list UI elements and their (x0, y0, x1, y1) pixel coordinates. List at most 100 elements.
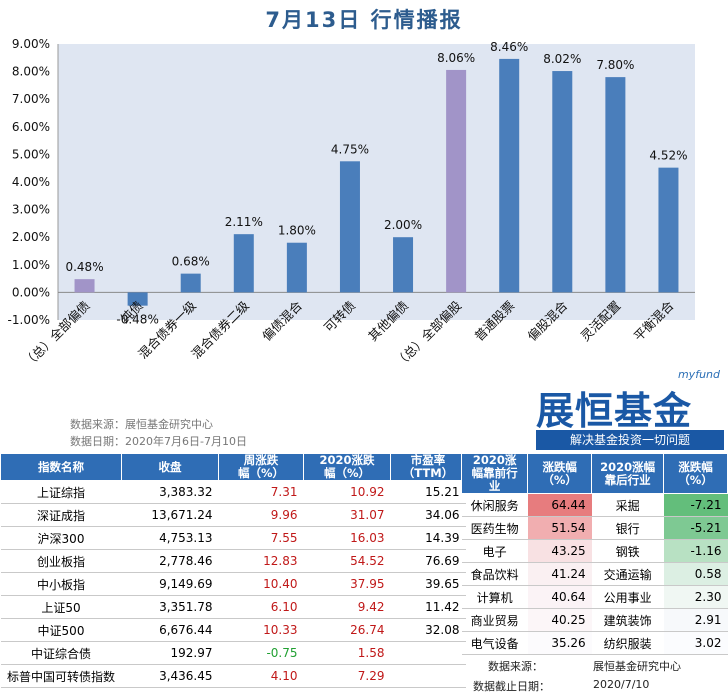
index-name: 上证综指 (0, 480, 122, 504)
table-row: 标普中国可转债指数 3,436.45 4.10 7.29 (0, 664, 466, 688)
index-table: 指数名称 收盘 周涨跌 幅（%） 2020涨跌 幅（%） 市盈率 （TTM） 上… (0, 453, 466, 688)
top-industry-change: 43.25 (527, 539, 592, 563)
bottom-industry-name: 建筑装饰 (591, 608, 664, 632)
data-label: 8.06% (437, 51, 475, 65)
pe-value: 39.65 (390, 572, 466, 596)
data-label: 8.02% (543, 52, 581, 66)
week-change: 4.10 (218, 664, 304, 688)
footer-date-value: 2020/7/10 (593, 678, 650, 691)
y-tick-label: 7.00% (12, 92, 50, 106)
table-row: 休闲服务 64.44 采掘 -7.21 (461, 493, 728, 517)
col-header-bottom-industry: 2020涨幅 靠后行业 (591, 453, 665, 494)
bar (286, 242, 307, 293)
top-industry-change: 41.24 (527, 562, 592, 586)
table-row: 中证500 6,676.44 10.33 26.74 32.08 (0, 618, 466, 642)
bottom-industry-change: -5.21 (663, 516, 728, 540)
ytd-change: 1.58 (303, 641, 391, 665)
close-value: 3,351.78 (121, 595, 219, 619)
brand-logo: myfund 展恒基金 解决基金投资一切问题 (532, 368, 728, 454)
bar (393, 237, 414, 293)
top-industry-name: 计算机 (461, 585, 528, 609)
bar (180, 273, 201, 293)
top-industry-change: 35.26 (527, 631, 592, 655)
top-industry-name: 电子 (461, 539, 528, 563)
data-label: 2.11% (225, 215, 263, 229)
top-industry-change: 64.44 (527, 493, 592, 517)
top-industry-change: 51.54 (527, 516, 592, 540)
bottom-industry-change: 3.02 (663, 631, 728, 655)
bar (552, 71, 573, 293)
data-label: -0.48% (116, 313, 158, 327)
data-label: 0.68% (172, 255, 210, 269)
y-tick-label: 9.00% (12, 37, 50, 51)
bar (339, 161, 360, 293)
close-value: 6,676.44 (121, 618, 219, 642)
ytd-change: 16.03 (303, 526, 391, 550)
logo-slogan: 解决基金投资一切问题 (536, 430, 724, 450)
bar (658, 167, 679, 293)
bottom-industry-change: 0.58 (663, 562, 728, 586)
logo-myfund: myfund (677, 368, 720, 381)
table-row: 中小板指 9,149.69 10.40 37.95 39.65 (0, 572, 466, 596)
index-name: 上证50 (0, 595, 122, 619)
table-row: 计算机 40.64 公用事业 2.30 (461, 585, 728, 609)
index-name: 沪深300 (0, 526, 122, 550)
footer-date-label: 数据截止日期： (473, 680, 550, 693)
pe-value: 14.39 (390, 526, 466, 550)
table-row: 食品饮料 41.24 交通运输 0.58 (461, 562, 728, 586)
ytd-change: 9.42 (303, 595, 391, 619)
close-value: 3,383.32 (121, 480, 219, 504)
page-title: 7月13日 行情播报 (265, 8, 463, 32)
bar (605, 77, 626, 293)
col-header-bottom-change: 涨跌幅 （%） (663, 453, 728, 494)
top-industry-name: 食品饮料 (461, 562, 528, 586)
data-label: 7.80% (596, 58, 634, 72)
ytd-change: 37.95 (303, 572, 391, 596)
col-header-ytd-change: 2020涨跌 幅（%） (303, 453, 391, 481)
bottom-industry-name: 钢铁 (591, 539, 664, 563)
table-row: 医药生物 51.54 银行 -5.21 (461, 516, 728, 540)
index-name: 中证500 (0, 618, 122, 642)
table-row: 电气设备 35.26 纺织服装 3.02 (461, 631, 728, 655)
ytd-change: 31.07 (303, 503, 391, 527)
pe-value (390, 641, 466, 665)
data-label: 0.48% (65, 260, 103, 274)
data-label: 8.46% (490, 40, 528, 54)
ytd-change: 26.74 (303, 618, 391, 642)
bottom-industry-name: 交通运输 (591, 562, 664, 586)
bottom-industry-name: 采掘 (591, 493, 664, 517)
week-change: 9.96 (218, 503, 304, 527)
col-header-top-change: 涨跌幅 （%） (527, 453, 593, 494)
table-row: 中证综合债 192.97 -0.75 1.58 (0, 641, 466, 665)
y-tick-label: 0.00% (12, 285, 50, 299)
col-header-top-industry: 2020涨 幅靠前行 业 (460, 453, 529, 494)
bar (127, 292, 148, 306)
footer-source-value: 展恒基金研究中心 (593, 660, 681, 673)
week-change: 12.83 (218, 549, 304, 573)
top-industry-name: 商业贸易 (461, 608, 528, 632)
y-tick-label: 1.00% (12, 258, 50, 272)
pe-value: 32.08 (390, 618, 466, 642)
top-industry-name: 电气设备 (461, 631, 528, 655)
table-row: 深证成指 13,671.24 9.96 31.07 34.06 (0, 503, 466, 527)
week-change: 7.31 (218, 480, 304, 504)
pe-value: 76.69 (390, 549, 466, 573)
close-value: 9,149.69 (121, 572, 219, 596)
top-industry-name: 休闲服务 (461, 493, 528, 517)
ytd-change: 10.92 (303, 480, 391, 504)
ytd-change: 7.29 (303, 664, 391, 688)
y-tick-label: 6.00% (12, 120, 50, 134)
pe-value: 34.06 (390, 503, 466, 527)
week-change: 6.10 (218, 595, 304, 619)
top-industry-change: 40.64 (527, 585, 592, 609)
week-change: 10.40 (218, 572, 304, 596)
data-label: 2.00% (384, 218, 422, 232)
table-row: 上证50 3,351.78 6.10 9.42 11.42 (0, 595, 466, 619)
pe-value: 15.21 (390, 480, 466, 504)
data-label: 1.80% (278, 224, 316, 238)
bottom-industry-change: 2.91 (663, 608, 728, 632)
pe-value (390, 664, 466, 688)
y-tick-label: 5.00% (12, 147, 50, 161)
index-name: 深证成指 (0, 503, 122, 527)
top-industry-change: 40.25 (527, 608, 592, 632)
